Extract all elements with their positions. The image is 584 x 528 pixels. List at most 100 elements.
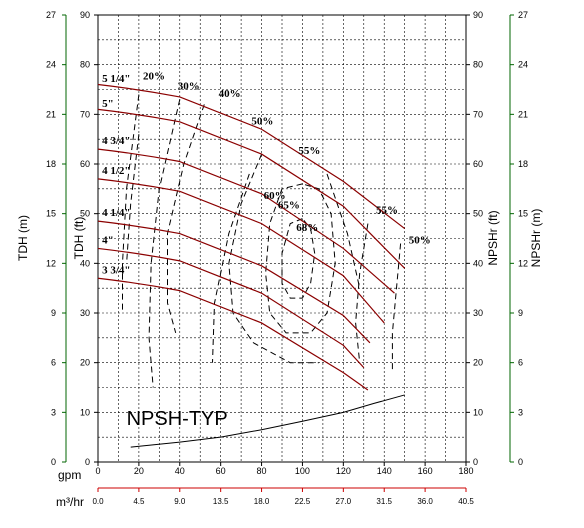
m3hr-tick-label: 27.0 xyxy=(336,497,352,506)
npshr-ft-tick-label: 90 xyxy=(473,10,483,20)
m3hr-tick-label: 0.0 xyxy=(92,497,104,506)
tdh-ft-tick-label: 80 xyxy=(80,60,90,70)
gpm-tick-label: 60 xyxy=(216,466,226,476)
npshr-ft-tick-label: 70 xyxy=(473,109,483,119)
m3hr-tick-label: 18.0 xyxy=(254,497,270,506)
efficiency-line xyxy=(355,223,369,363)
impeller-label-1: 5" xyxy=(102,98,114,110)
impeller-curve-6 xyxy=(97,277,369,391)
efficiency-line xyxy=(167,104,205,334)
impeller-curve-5 xyxy=(97,247,365,369)
tdh-m-tick-label: 27 xyxy=(46,10,56,20)
efficiency-label-7: 68% xyxy=(296,222,318,234)
tdh-ft-tick-label: 10 xyxy=(80,407,90,417)
npshr-m-tick-label: 9 xyxy=(518,308,523,318)
efficiency-line xyxy=(326,173,361,289)
tdh-ft-tick-label: 90 xyxy=(80,10,90,20)
efficiency-line xyxy=(122,94,140,313)
tdh-ft-tick-label: 40 xyxy=(80,258,90,268)
impeller-label-6: 3 3/4" xyxy=(102,264,130,276)
gpm-tick-label: 180 xyxy=(458,466,473,476)
npsh-label: NPSH-TYP xyxy=(127,408,228,430)
tdh-m-tick-label: 15 xyxy=(46,209,56,219)
efficiency-label-5: 60% xyxy=(264,190,286,202)
impeller-label-2: 4 3/4" xyxy=(102,135,130,147)
gpm-tick-label: 100 xyxy=(295,466,310,476)
gpm-tick-label: 20 xyxy=(134,466,144,476)
npshr-m-tick-label: 27 xyxy=(518,10,528,20)
npshr-m-tick-label: 15 xyxy=(518,209,528,219)
npshr-m-axis-label: NPSHr (m) xyxy=(529,209,543,268)
npsh-curve xyxy=(130,394,405,448)
m3hr-axis-label: m³/hr xyxy=(56,495,84,509)
m3hr-tick-label: 31.5 xyxy=(376,497,392,506)
m3hr-tick-label: 40.5 xyxy=(458,497,474,506)
m3hr-tick-label: 9.0 xyxy=(174,497,186,506)
efficiency-label-0: 20% xyxy=(143,71,165,83)
efficiency-line xyxy=(148,99,181,388)
npshr-ft-tick-label: 0 xyxy=(473,457,478,467)
efficiency-label-8: 55% xyxy=(376,205,398,217)
npshr-ft-tick-label: 20 xyxy=(473,358,483,368)
gpm-tick-label: 0 xyxy=(95,466,100,476)
impeller-label-5: 4" xyxy=(102,234,114,246)
impeller-label-0: 5 1/4" xyxy=(102,73,130,85)
npshr-ft-tick-label: 60 xyxy=(473,159,483,169)
tdh-m-tick-label: 21 xyxy=(46,109,56,119)
m3hr-tick-label: 22.5 xyxy=(295,497,311,506)
npshr-ft-tick-label: 80 xyxy=(473,60,483,70)
efficiency-label-3: 50% xyxy=(251,115,273,127)
npshr-m-tick-label: 12 xyxy=(518,258,528,268)
efficiency-line xyxy=(126,134,140,264)
npshr-ft-tick-label: 30 xyxy=(473,308,483,318)
efficiency-label-2: 40% xyxy=(219,88,241,100)
gpm-tick-label: 160 xyxy=(418,466,433,476)
tdh-m-tick-label: 3 xyxy=(51,407,56,417)
gpm-tick-label: 140 xyxy=(377,466,392,476)
tdh-ft-tick-label: 30 xyxy=(80,308,90,318)
tdh-ft-tick-label: 20 xyxy=(80,358,90,368)
tdh-ft-tick-label: 70 xyxy=(80,109,90,119)
impeller-label-4: 4 1/4" xyxy=(102,207,130,219)
efficiency-line xyxy=(281,218,316,299)
impeller-curve-2 xyxy=(97,148,395,294)
tdh-m-tick-label: 0 xyxy=(51,457,56,467)
npshr-m-tick-label: 24 xyxy=(518,60,528,70)
impeller-curve-0 xyxy=(97,83,406,230)
efficiency-label-1: 30% xyxy=(178,81,200,93)
tdh-ft-tick-label: 50 xyxy=(80,209,90,219)
npshr-m-tick-label: 21 xyxy=(518,109,528,119)
npshr-m-tick-label: 6 xyxy=(518,358,523,368)
efficiency-line xyxy=(228,153,319,364)
npshr-ft-tick-label: 50 xyxy=(473,209,483,219)
gpm-axis-label: gpm xyxy=(58,468,81,482)
tdh-ft-tick-label: 60 xyxy=(80,159,90,169)
tdh-m-tick-label: 24 xyxy=(46,60,56,70)
impeller-curve-1 xyxy=(97,108,406,269)
tdh-m-tick-label: 9 xyxy=(51,308,56,318)
gpm-tick-label: 80 xyxy=(257,466,267,476)
npshr-m-tick-label: 18 xyxy=(518,159,528,169)
m3hr-tick-label: 36.0 xyxy=(417,497,433,506)
efficiency-line xyxy=(212,173,250,363)
efficiency-label-9: 50% xyxy=(409,234,431,246)
efficiency-line xyxy=(265,183,336,334)
tdh-ft-axis-label: TDH (ft) xyxy=(72,217,86,260)
plot-frame xyxy=(97,14,467,463)
tdh-m-tick-label: 12 xyxy=(46,258,56,268)
m3hr-tick-label: 13.5 xyxy=(213,497,229,506)
npshr-m-tick-label: 3 xyxy=(518,407,523,417)
gpm-tick-label: 120 xyxy=(336,466,351,476)
gpm-tick-label: 40 xyxy=(175,466,185,476)
efficiency-line xyxy=(391,243,402,373)
impeller-label-3: 4 1/2" xyxy=(102,165,130,177)
m3hr-tick-label: 4.5 xyxy=(133,497,145,506)
efficiency-label-4: 55% xyxy=(298,145,320,157)
npshr-ft-tick-label: 40 xyxy=(473,258,483,268)
npshr-m-tick-label: 0 xyxy=(518,457,523,467)
tdh-m-tick-label: 6 xyxy=(51,358,56,368)
efficiency-label-6: 65% xyxy=(278,200,300,212)
npshr-ft-axis-label: NPSHr (ft) xyxy=(486,210,500,265)
tdh-m-tick-label: 18 xyxy=(46,159,56,169)
